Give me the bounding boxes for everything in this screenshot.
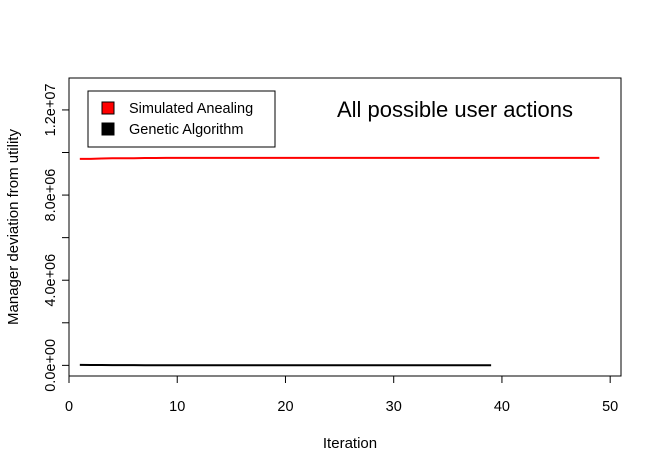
y-axis-label: Manager deviation from utility [5, 129, 22, 325]
series-line-simulated-anealing [79, 156, 600, 160]
x-tick-label: 50 [602, 399, 618, 415]
x-tick-label: 30 [386, 399, 402, 415]
legend-box [87, 90, 276, 148]
y-tick-label: 1.2e+07 [43, 84, 59, 137]
x-tick-label: 40 [494, 399, 510, 415]
legend: Simulated Anealing Genetic Algorithm [87, 90, 276, 148]
y-tick-label: 0.0e+00 [43, 339, 59, 392]
x-axis-label: Iteration [323, 435, 377, 452]
legend-label-simulated-annealing: Simulated Anealing [129, 101, 253, 117]
chart-annotation: All possible user actions [337, 97, 573, 122]
legend-swatch-simulated-annealing [101, 101, 115, 115]
x-tick-label: 0 [65, 399, 73, 415]
x-axis: 0 10 20 30 40 50 [65, 375, 618, 415]
y-axis: 0.0e+00 4.0e+06 8.0e+06 1.2e+07 [43, 84, 70, 392]
legend-label-genetic-algorithm: Genetic Algorithm [129, 122, 243, 138]
series-layer [79, 156, 600, 367]
x-tick-label: 20 [277, 399, 293, 415]
y-tick-label: 4.0e+06 [43, 254, 59, 307]
y-tick-label: 8.0e+06 [43, 169, 59, 222]
x-tick-label: 10 [169, 399, 185, 415]
legend-swatch-genetic-algorithm [101, 122, 115, 136]
